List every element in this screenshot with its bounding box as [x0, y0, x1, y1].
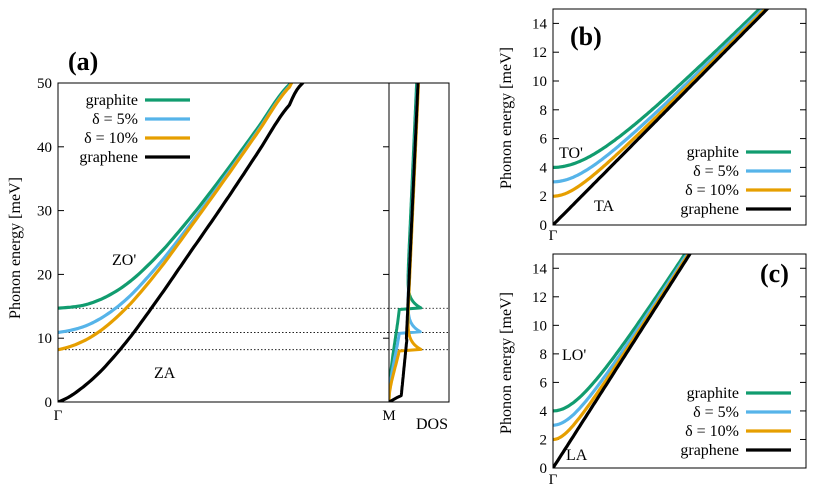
- ytick-label: 8: [540, 347, 548, 363]
- legend-label-graphite: graphite: [687, 144, 739, 161]
- panel-a-curves: [58, 83, 305, 402]
- ytick-label: 12: [532, 290, 547, 306]
- panel-c-frame: [552, 253, 807, 469]
- curve-delta-10pct: [58, 83, 294, 352]
- panel-a-legend: graphite δ = 5% δ = 10% graphene: [79, 92, 190, 166]
- panel-b-xtick-gamma: Γ: [549, 228, 558, 244]
- legend-label-delta-5pct: δ = 5%: [92, 111, 138, 128]
- panel-c-ylabel: Phonon energy [meV]: [498, 292, 515, 434]
- panel-b-yticks: 0 2 4 6 8 10 12 14: [532, 16, 806, 234]
- ytick-label: 6: [540, 375, 548, 391]
- ytick-label: 40: [37, 140, 52, 156]
- panel-c-legend: graphite δ = 5% δ = 10% graphene: [680, 385, 791, 459]
- panel-c-yticks: 0 2 4 6 8 10 12 14: [532, 261, 806, 477]
- curve-graphene: [553, 254, 692, 468]
- legend-label-graphene: graphene: [79, 149, 138, 166]
- ytick-label: 10: [37, 331, 52, 347]
- panel-a-yticks: 0 10 20 30 40 50: [37, 76, 389, 411]
- panel-b-annotation-ta: TA: [594, 198, 614, 215]
- panel-b: (b) Phonon energy [meV] 0 2 4 6 8 10 12 14 Γ TO…: [498, 8, 807, 244]
- ytick-label: 50: [37, 76, 52, 92]
- dos-curve-graphene: [389, 83, 420, 402]
- panel-c-curves: [553, 254, 692, 468]
- panel-c: (c) Phonon energy [meV] 0 2 4 6 8 10 12 14 Γ LO…: [498, 253, 807, 487]
- legend-label-graphite: graphite: [687, 385, 739, 402]
- panel-b-ylabel: Phonon energy [meV]: [498, 47, 515, 189]
- panel-b-legend: graphite δ = 5% δ = 10% graphene: [680, 144, 791, 218]
- curve-graphene: [58, 83, 305, 402]
- panel-a-dos-curves: [389, 83, 423, 402]
- legend-label-delta-5pct: δ = 5%: [693, 404, 739, 421]
- ytick-label: 2: [540, 189, 548, 205]
- ytick-label: 0: [540, 218, 548, 234]
- ytick-label: 0: [540, 461, 548, 477]
- panel-b-frame: [552, 8, 807, 226]
- panel-a-dos-label: DOS: [416, 416, 448, 433]
- panel-c-xtick-gamma: Γ: [549, 472, 558, 487]
- panel-a-reference-lines: [58, 307, 449, 351]
- panel-a-annotation-za: ZA: [154, 365, 176, 382]
- ytick-label: 14: [532, 261, 548, 277]
- legend-label-delta-10pct: δ = 10%: [685, 423, 739, 440]
- ytick-label: 12: [532, 45, 547, 61]
- panel-b-curves: [553, 9, 770, 225]
- ytick-label: 0: [45, 395, 53, 411]
- ytick-label: 30: [37, 204, 52, 220]
- ytick-label: 2: [540, 432, 548, 448]
- panel-a-xtick-gamma: Γ: [54, 408, 63, 424]
- ytick-label: 10: [532, 74, 547, 90]
- panel-a-frame: [57, 82, 450, 403]
- legend-label-delta-10pct: δ = 10%: [84, 130, 138, 147]
- ytick-label: 8: [540, 103, 548, 119]
- legend-label-graphene: graphene: [680, 201, 739, 218]
- ytick-label: 4: [540, 404, 548, 420]
- curve-graphite: [553, 9, 762, 169]
- curve-graphene: [553, 9, 770, 225]
- panel-c-annotation-la: LA: [566, 447, 588, 464]
- ytick-label: 14: [532, 16, 548, 32]
- ytick-label: 4: [540, 160, 548, 176]
- legend-label-delta-10pct: δ = 10%: [685, 182, 739, 199]
- panel-a-xtick-m: M: [382, 408, 395, 424]
- legend-label-graphene: graphene: [680, 442, 739, 459]
- panel-c-annotation-lo: LO': [562, 347, 586, 364]
- panel-b-label: (b): [570, 22, 602, 51]
- legend-label-delta-5pct: δ = 5%: [693, 163, 739, 180]
- panel-a-ylabel: Phonon energy [meV]: [7, 177, 24, 319]
- panel-c-label: (c): [760, 259, 789, 288]
- panel-a-annotation-zo: ZO': [112, 252, 136, 269]
- ytick-label: 20: [37, 267, 52, 283]
- panel-a-label: (a): [68, 47, 98, 76]
- panel-b-annotation-to: TO': [559, 145, 583, 162]
- curve-graphite: [553, 254, 687, 413]
- ytick-label: 10: [532, 318, 547, 334]
- legend-label-graphite: graphite: [86, 92, 138, 109]
- curve-delta-5pct: [553, 9, 766, 184]
- ytick-label: 6: [540, 132, 548, 148]
